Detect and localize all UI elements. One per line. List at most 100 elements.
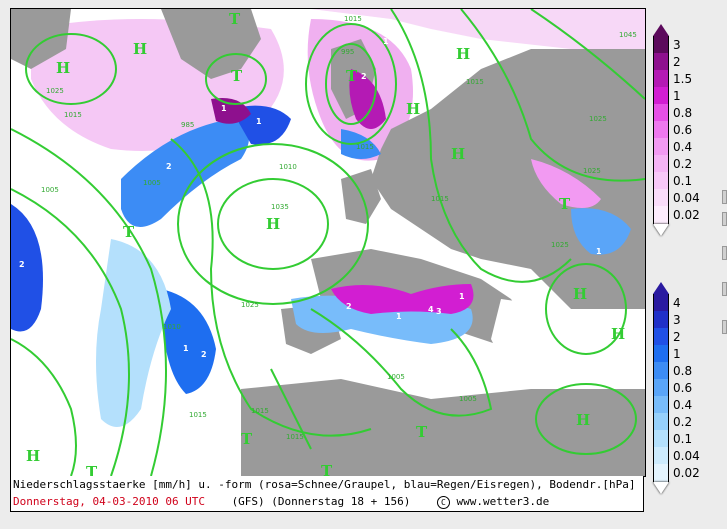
legend-value: 0.6 [673,381,693,395]
snow-legend: 3 2 1.5 1 0.8 0.6 0.4 0.2 0.1 0.04 0.02 [650,24,720,238]
low-label: T [346,67,358,85]
isobar [217,178,329,270]
legend-swatch [653,413,669,432]
legend-row: 2 [650,53,720,72]
legend-value: 0.02 [673,208,700,222]
footer-description: Niederschlagsstaerke [mm/h] u. -form (ro… [13,478,636,491]
legend-swatch [653,138,669,157]
side-tab[interactable] [722,246,727,260]
chart-footer: Niederschlagsstaerke [mm/h] u. -form (ro… [10,476,644,512]
side-tab[interactable] [722,320,727,334]
rain-area [571,208,631,255]
legend-swatch [653,36,669,55]
legend-value: 0.8 [673,106,693,120]
legend-value: 0.4 [673,140,693,154]
isobar-value: 985 [181,121,194,129]
isobar [11,338,77,476]
high-label: H [406,100,420,118]
isobar [545,263,627,355]
legend-row: 0.04 [650,447,720,466]
land-britain [341,169,381,224]
precip-value: 2 [346,302,352,311]
isobar [310,308,493,417]
isobar-value: 1025 [583,167,601,175]
legend-swatch [653,104,669,123]
legend-row: 0.1 [650,430,720,449]
low-label: T [241,430,253,448]
isobar [305,23,397,145]
precip-value: 1 [596,247,602,256]
isobar [25,33,117,105]
high-label: H [576,411,590,429]
isobar-value: 1025 [241,301,259,309]
legend-top-arrow [653,282,669,294]
legend-swatch [653,172,669,191]
isobar [177,143,369,305]
side-tab[interactable] [722,282,727,296]
precip-value: 1 [459,292,465,301]
side-tab[interactable] [722,190,727,204]
legend-value: 2 [673,55,681,69]
isobar-value: 1010 [163,323,181,331]
precip-value: 1 [256,117,262,126]
legend-row: 1.5 [650,70,720,89]
legend-bottom-arrow [653,224,669,236]
dry-area [491,299,611,389]
legend-swatch [653,396,669,415]
legend-row: 1 [650,345,720,364]
precip-value: 3 [436,307,442,316]
high-label: H [611,325,625,343]
precip-value: 2 [201,350,207,359]
isobar [530,9,645,100]
isobar-value: 1035 [271,203,289,211]
legend-swatch [653,362,669,381]
isobar-value: 1015 [356,143,374,151]
high-label: H [451,145,465,163]
precip-value: 1 [183,344,189,353]
isobar [535,383,637,455]
legend-row: 3 [650,36,720,55]
precip-value: 1 [396,312,402,321]
isobar-value: 1005 [387,373,405,381]
legend-value: 1 [673,89,681,103]
legend-row: 0.2 [650,155,720,174]
legend-swatch [653,430,669,449]
isobar-value: 1025 [551,241,569,249]
legend-value: 0.8 [673,364,693,378]
low-label: T [123,223,135,241]
high-label: H [26,447,40,465]
legend-swatch [653,189,669,208]
legend-row: 0.1 [650,172,720,191]
map-canvas: H H H H H H H H H H T T T T T T T T T [11,9,645,476]
low-label: T [86,463,98,476]
precip-value: 2 [361,72,367,81]
high-label: H [133,40,147,58]
rain-area [96,239,171,427]
legend-value: 0.2 [673,415,693,429]
isobar-value: 1010 [279,163,297,171]
legend-bottom-arrow [653,482,669,494]
legend-value: 3 [673,313,681,327]
isobar [460,9,645,182]
legend-value: 4 [673,296,681,310]
precip-value: 1 [166,257,172,266]
isobars [11,9,645,476]
precip-value: 4 [428,305,434,314]
isobar-value: 1015 [251,407,269,415]
isobar [11,128,167,476]
isobar-value: 1005 [459,395,477,403]
legend-swatch [653,311,669,330]
land-greenland [161,9,261,79]
low-label: T [559,195,571,213]
precip-labels: 1 2 1 2 3 2 1 1 1 2 1 2 4 1 1 [19,37,602,359]
low-label: T [229,10,241,28]
side-tab[interactable] [722,212,727,226]
isobar-value: 995 [341,48,354,56]
precip-value: 1 [221,104,227,113]
legend-value: 0.2 [673,157,693,171]
legend-row: 0.8 [650,362,720,381]
legend-value: 0.1 [673,432,693,446]
land-canada [11,9,71,69]
copyright-icon: C [436,495,450,509]
legend-value: 0.04 [673,449,700,463]
